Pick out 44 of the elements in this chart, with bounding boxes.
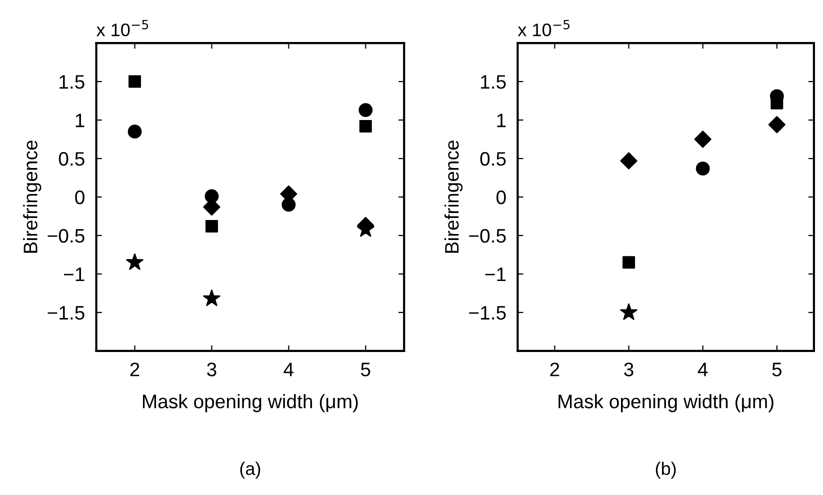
x-axis-title: Mask opening width (μm) [558, 394, 774, 412]
point [358, 103, 373, 117]
y-axis-title: Birefringence [23, 140, 42, 253]
y-tick-label: 1.5 [60, 75, 84, 89]
y-tick-label: 1 [497, 114, 506, 128]
x-tick-label: 5 [772, 362, 782, 376]
point [203, 290, 220, 306]
y-tick-label: −0.5 [48, 228, 84, 243]
x-tick-label: 3 [624, 362, 634, 376]
text: (a) [240, 462, 260, 479]
x-axis-title: Mask opening width (μm) [142, 394, 358, 412]
point [768, 116, 786, 134]
y-tick-label: −1.5 [48, 306, 84, 320]
y-tick-label: 0.5 [480, 152, 506, 166]
point [359, 120, 372, 132]
point [128, 124, 142, 139]
x-tick-label: 2 [550, 362, 560, 376]
text: x 10$^{−5}$ [518, 20, 570, 36]
point [126, 253, 144, 270]
point [622, 256, 636, 269]
x-tick-label: 3 [207, 362, 216, 376]
point [694, 130, 712, 148]
x-tick-label: 2 [130, 362, 140, 376]
y-tick-label: 0 [75, 190, 84, 204]
text: (b) [656, 462, 676, 479]
y-tick-label: 1 [76, 114, 84, 128]
y-tick-label: 0 [496, 190, 506, 204]
point [205, 220, 218, 233]
x-tick-label: 5 [360, 362, 370, 376]
point [128, 75, 142, 88]
x-tick-label: 4 [698, 362, 708, 376]
y-tick-label: 0.5 [58, 152, 84, 166]
y-tick-label: 1.5 [481, 75, 506, 89]
y-tick-label: −1 [485, 268, 506, 282]
point [620, 303, 638, 320]
point [696, 162, 710, 176]
y-tick-label: −1 [64, 268, 84, 282]
point [357, 216, 374, 234]
y-tick-label: −1.5 [469, 306, 506, 320]
point [620, 152, 638, 170]
text: x 10$^{−5}$ [96, 20, 148, 36]
x-tick-label: 4 [284, 362, 294, 376]
y-axis-title: Birefringence [444, 140, 463, 253]
y-tick-label: −0.5 [469, 228, 506, 243]
